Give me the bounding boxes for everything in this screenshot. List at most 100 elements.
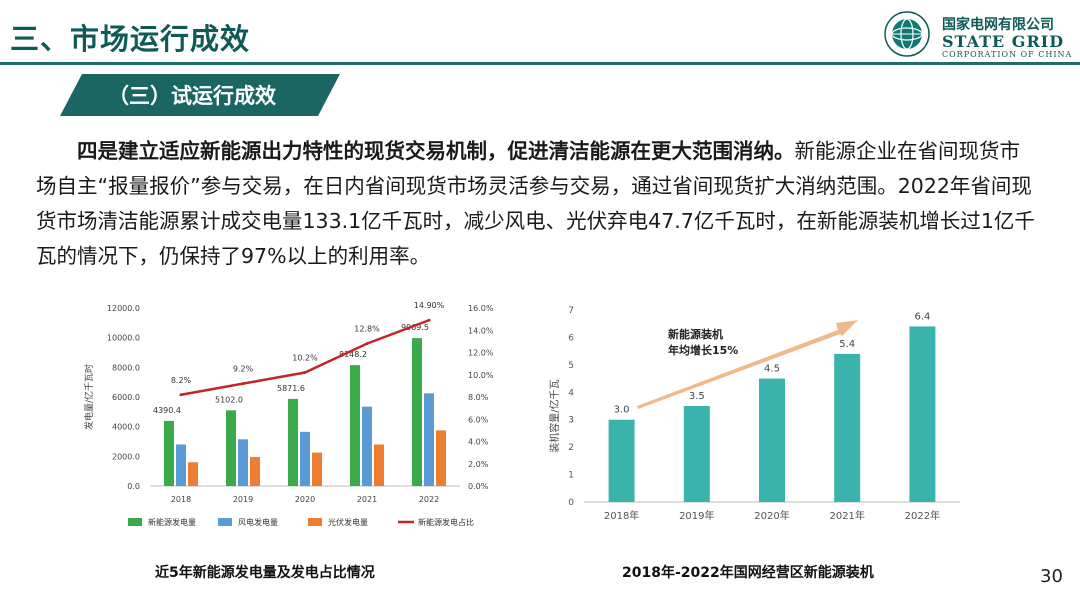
logo-en-text: STATE GRID — [942, 32, 1065, 51]
y2-tick-label: 16.0% — [468, 304, 494, 313]
legend-swatch — [218, 518, 232, 526]
y-tick-label: 8000.0 — [112, 363, 140, 372]
y-tick-label: 4 — [568, 388, 574, 398]
y-tick-label: 3 — [568, 416, 574, 426]
y2-tick-label: 14.0% — [468, 326, 494, 335]
bar-3 — [436, 430, 446, 486]
share-point — [179, 393, 183, 397]
legend-swatch — [128, 518, 142, 526]
legend-label: 风电发电量 — [238, 517, 278, 527]
x-tick-label: 2020 — [295, 495, 315, 504]
legend-label: 光伏发电量 — [328, 517, 368, 527]
x-tick-label: 2022 — [419, 495, 439, 504]
globe-logo-icon — [884, 11, 930, 57]
bar-value-label: 3.5 — [689, 391, 705, 402]
x-tick-label: 2018 — [171, 495, 191, 504]
bar-2 — [300, 431, 310, 486]
state-grid-logo: 国家电网有限公司 STATE GRID CORPORATION OF CHINA — [880, 10, 1080, 59]
bar-1 — [164, 420, 174, 486]
share-value-label: 8.2% — [171, 376, 192, 385]
bar-1 — [412, 338, 422, 486]
header-divider — [0, 62, 1080, 65]
share-value-label: 12.8% — [354, 325, 380, 334]
share-value-label: 14.90% — [414, 301, 445, 310]
bar-value-label: 5102.0 — [215, 395, 243, 404]
share-value-label: 10.2% — [292, 354, 318, 363]
bar-2 — [362, 406, 372, 486]
capacity-bar — [834, 353, 861, 502]
y-tick-label: 5 — [568, 361, 574, 371]
page-number: 30 — [1040, 566, 1063, 587]
y2-tick-label: 6.0% — [468, 415, 489, 424]
section-heading: （三）试运行成效 — [108, 84, 276, 108]
bar-value-label: 5.4 — [839, 339, 855, 350]
bar-2 — [424, 393, 434, 486]
bar-value-label: 3.0 — [614, 405, 630, 416]
legend-label: 新能源发电量 — [148, 517, 196, 527]
x-tick-label: 2021年 — [829, 509, 864, 522]
bar-3 — [312, 452, 322, 486]
chart1-caption: 近5年新能源发电量及发电占比情况 — [155, 565, 375, 581]
legend-label: 新能源发电占比 — [418, 517, 474, 527]
bar-3 — [374, 444, 384, 486]
logo-cn-text: 国家电网有限公司 — [942, 17, 1054, 33]
growth-arrow — [637, 320, 858, 409]
bar-value-label: 4390.4 — [153, 406, 181, 415]
y-tick-label: 2 — [568, 443, 574, 453]
capacity-bar — [759, 378, 785, 502]
bar-value-label: 8148.2 — [339, 350, 367, 359]
section-banner — [60, 74, 340, 116]
y-tick-label: 2000.0 — [112, 452, 140, 461]
bar-3 — [250, 457, 260, 486]
bar-value-label: 6.4 — [914, 311, 930, 322]
y2-tick-label: 2.0% — [468, 460, 489, 469]
y-tick-label: 0 — [568, 498, 574, 508]
y2-tick-label: 4.0% — [468, 438, 489, 447]
x-tick-label: 2019年 — [679, 509, 714, 522]
x-tick-label: 2021 — [357, 495, 377, 504]
bar-value-label: 4.5 — [764, 364, 780, 375]
bar-1 — [288, 398, 298, 486]
y-axis-title: 装机容量/亿千瓦 — [548, 379, 561, 452]
bar-value-label: 5871.6 — [277, 384, 305, 393]
x-tick-label: 2020年 — [754, 509, 789, 522]
y-axis-title: 发电量/亿千瓦时 — [83, 364, 95, 430]
share-value-label: 9.2% — [233, 365, 254, 374]
share-point — [241, 382, 245, 386]
y-tick-label: 12000.0 — [107, 304, 140, 313]
y-tick-label: 4000.0 — [112, 423, 140, 432]
bar-1 — [226, 410, 236, 486]
y-tick-label: 6 — [568, 333, 574, 343]
y-tick-label: 1 — [568, 471, 574, 481]
share-point — [365, 342, 369, 346]
x-tick-label: 2022年 — [905, 509, 940, 522]
chart2-caption: 2018年-2022年国网经营区新能源装机 — [622, 565, 874, 581]
y-tick-label: 7 — [568, 306, 574, 316]
y-tick-label: 10000.0 — [107, 334, 140, 343]
y2-tick-label: 8.0% — [468, 393, 489, 402]
capacity-bar — [608, 419, 635, 502]
body-paragraph: 四是建立适应新能源出力特性的现货交易机制，促进清洁能源在更大范围消纳。新能源企业… — [36, 134, 1036, 274]
bar-value-label: 9969.5 — [401, 323, 429, 332]
bar-3 — [188, 462, 198, 486]
annotation-line-1: 新能源装机 — [668, 327, 723, 341]
legend-swatch — [308, 518, 322, 526]
y2-tick-label: 0.0% — [468, 482, 489, 491]
x-tick-label: 2019 — [233, 495, 253, 504]
y2-tick-label: 12.0% — [468, 349, 494, 358]
annotation-line-2: 年均增长15% — [668, 343, 738, 357]
x-tick-label: 2018年 — [604, 509, 639, 522]
generation-chart: 0.0 2000.0 4000.0 6000.0 8000.0 10000.0 12000.… — [83, 301, 494, 527]
paragraph-normal: 新能源企业在省间现货市场自主“报量报价”参与交易，在日内省间现货市场灵活参与交易… — [36, 139, 1035, 268]
y2-tick-label: 10.0% — [468, 371, 494, 380]
logo-sub-text: CORPORATION OF CHINA — [942, 50, 1073, 59]
share-point — [303, 371, 307, 375]
capacity-bar — [909, 326, 936, 502]
page-title: 三、市场运行成效 — [10, 22, 251, 56]
y-tick-label: 0.0 — [127, 482, 140, 491]
share-point — [427, 318, 431, 322]
paragraph-bold: 四是建立适应新能源出力特性的现货交易机制，促进清洁能源在更大范围消纳。 — [77, 139, 795, 163]
capacity-bar — [683, 406, 710, 502]
bar-1 — [350, 365, 360, 486]
capacity-chart: 0 1 2 3 4 5 6 7 装机容量/亿千瓦 3.0 2018年 3.5 2019年 4.5 2020年… — [548, 306, 960, 522]
